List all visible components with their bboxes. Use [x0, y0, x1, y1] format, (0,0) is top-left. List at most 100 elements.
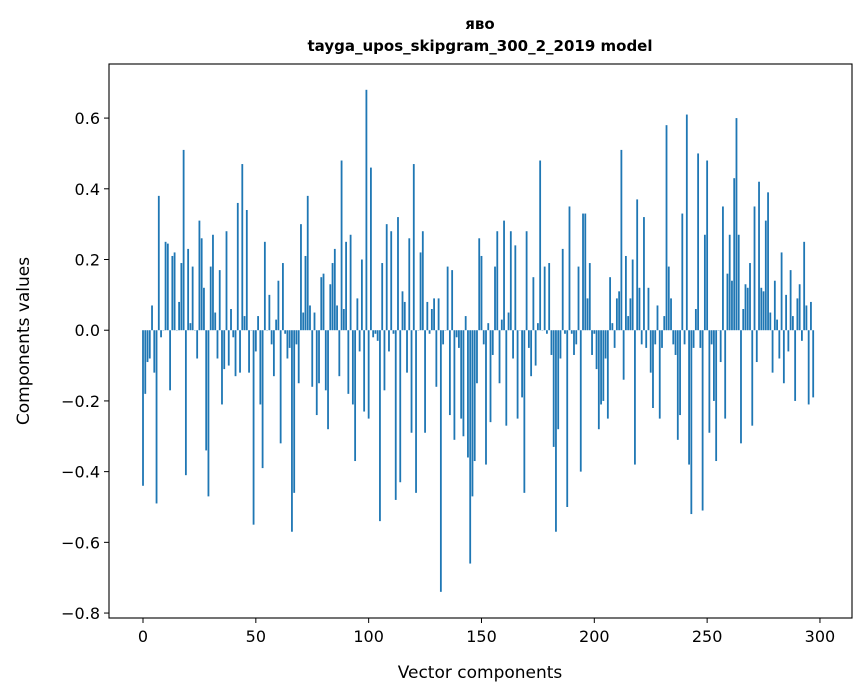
y-tick-label: −0.8: [61, 604, 100, 623]
bar: [661, 330, 663, 348]
bar: [812, 330, 815, 398]
bar: [640, 330, 643, 345]
bar: [629, 298, 632, 331]
bar: [582, 213, 584, 331]
bar: [643, 217, 645, 331]
bar: [681, 213, 684, 331]
bar: [701, 330, 704, 511]
bar: [428, 330, 431, 334]
bar: [566, 330, 569, 507]
x-axis-ticks: 0 50 100 150 200 250 300: [138, 618, 835, 646]
bar: [796, 298, 799, 331]
bar: [679, 330, 681, 416]
bar: [313, 312, 316, 331]
bar: [232, 330, 235, 338]
chart-subtitle: tayga_upos_skipgram_300_2_2019 model: [308, 37, 653, 55]
bar: [322, 273, 325, 331]
bar: [336, 305, 338, 331]
bar: [726, 273, 729, 331]
y-tick-label: 0.4: [75, 180, 100, 199]
bar: [236, 202, 239, 331]
bar: [379, 330, 381, 522]
bar: [503, 220, 505, 331]
bar: [349, 234, 352, 331]
bar: [302, 312, 305, 331]
bar: [708, 330, 711, 433]
bar: [218, 270, 221, 331]
y-tick-label: 0.2: [75, 251, 100, 270]
bar: [674, 330, 677, 355]
bar: [758, 181, 760, 331]
bar: [248, 330, 250, 373]
bar: [360, 259, 363, 331]
bar: [527, 330, 530, 348]
bar: [767, 192, 769, 331]
bar: [460, 330, 463, 419]
bar: [728, 234, 731, 331]
bar: [433, 298, 435, 331]
bar: [584, 213, 587, 331]
bar: [737, 234, 740, 331]
bar: [573, 330, 575, 355]
bar: [654, 330, 657, 345]
bar: [735, 118, 738, 331]
bar: [381, 263, 384, 331]
bar: [187, 248, 190, 331]
bar: [489, 330, 492, 423]
bar: [327, 330, 329, 430]
bar: [394, 330, 397, 500]
bar: [778, 330, 781, 359]
bar: [647, 287, 650, 331]
bar: [712, 330, 715, 401]
bar: [419, 252, 422, 331]
bar: [155, 330, 158, 504]
bar: [688, 330, 690, 465]
x-tick-label: 100: [353, 627, 384, 646]
bar: [191, 266, 194, 331]
bar: [455, 330, 458, 338]
bar: [611, 323, 614, 331]
bar: [324, 330, 327, 391]
bar: [656, 305, 659, 331]
bar: [311, 330, 314, 387]
bar: [277, 280, 280, 331]
bar: [342, 309, 345, 331]
bar: [749, 263, 751, 331]
bar: [631, 259, 634, 331]
bar: [746, 287, 749, 331]
axes-frame: [108, 63, 853, 619]
bar: [295, 330, 298, 345]
bar: [731, 280, 733, 331]
y-tick-label: 0.0: [75, 321, 100, 340]
bar: [536, 323, 539, 331]
bar: [604, 330, 607, 359]
bar: [789, 270, 792, 331]
chart-title: яво: [465, 15, 494, 33]
bar: [178, 301, 181, 331]
bar: [620, 149, 623, 331]
bar: [645, 330, 648, 348]
bar: [807, 330, 810, 405]
bar: [703, 234, 706, 331]
bar: [597, 330, 600, 430]
bar: [464, 316, 467, 331]
bar: [458, 330, 460, 348]
bar: [293, 330, 296, 493]
bar: [351, 330, 354, 405]
bar: [467, 330, 469, 458]
bar: [699, 330, 702, 348]
bar: [234, 330, 237, 377]
bar: [151, 305, 153, 331]
bar: [252, 330, 255, 525]
bar: [724, 330, 727, 419]
bar: [442, 330, 445, 345]
bar: [363, 330, 366, 412]
bar: [304, 255, 307, 331]
y-tick-label: 0.6: [75, 109, 100, 128]
bar: [672, 330, 675, 345]
bar: [649, 330, 652, 373]
bar: [212, 234, 214, 331]
bar: [451, 270, 454, 331]
x-tick-label: 0: [138, 627, 148, 646]
bar: [406, 330, 408, 373]
